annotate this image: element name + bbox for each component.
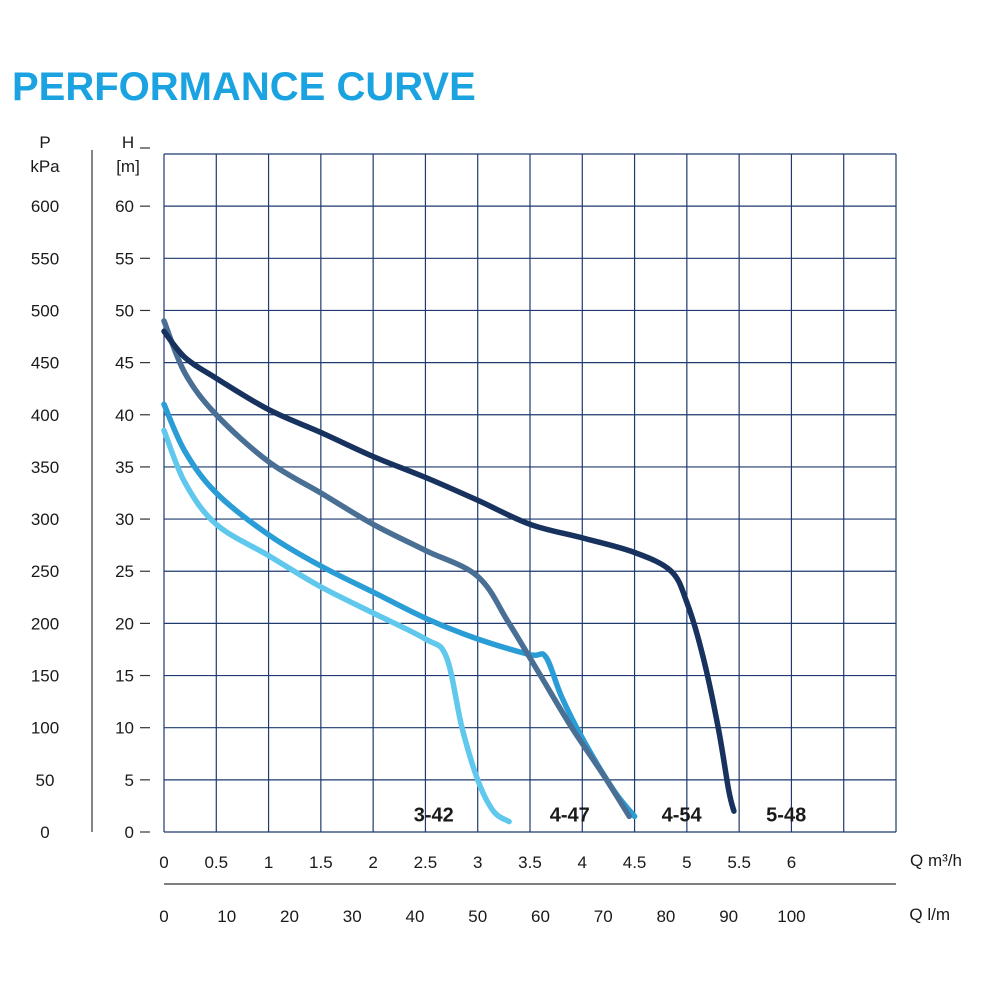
x2-tick-label: 100 (777, 907, 805, 926)
h-axis-unit: [m] (116, 157, 140, 176)
x-tick-label: 4 (578, 853, 587, 872)
x-axis-label: Q m³/h (910, 851, 962, 870)
p-tick-label: 450 (31, 354, 59, 373)
h-tick-label: 0 (125, 823, 134, 842)
x2-tick-label: 40 (406, 907, 425, 926)
x-tick-label: 0.5 (204, 853, 228, 872)
x-tick-label: 1 (264, 853, 273, 872)
x-tick-label: 0 (159, 853, 168, 872)
x-tick-label: 2.5 (414, 853, 438, 872)
x2-tick-label: 90 (719, 907, 738, 926)
h-tick-label: 40 (115, 406, 134, 425)
p-tick-label: 600 (31, 197, 59, 216)
x2-tick-label: 0 (159, 907, 168, 926)
x2-axis-label: Q l/m (909, 905, 950, 924)
h-tick-label: 50 (115, 301, 134, 320)
x2-tick-label: 70 (594, 907, 613, 926)
h-tick-label: 60 (115, 197, 134, 216)
p-tick-label: 350 (31, 458, 59, 477)
labels-group: 3-42 4-47 4-54 5-48 (414, 804, 806, 826)
series-group (161, 318, 737, 825)
p-tick-label: 150 (31, 667, 59, 686)
curve-label-4-47: 4-47 (550, 804, 590, 826)
h-tick-label: 55 (115, 249, 134, 268)
h-axis-label: H (122, 133, 134, 152)
p-axis-unit: kPa (30, 157, 60, 176)
x-tick-label: 3 (473, 853, 482, 872)
series-line-3-42 (161, 427, 512, 825)
h-tick-label: 25 (115, 562, 134, 581)
series-line-4-47 (161, 401, 638, 820)
x-tick-label: 5 (682, 853, 691, 872)
x-tick-label: 2 (368, 853, 377, 872)
curve-label-4-54: 4-54 (662, 804, 703, 826)
axes: 0510152025303540455055600501001502002503… (31, 147, 896, 926)
p-tick-label: 400 (31, 406, 59, 425)
x-tick-label: 1.5 (309, 853, 333, 872)
p-tick-label: 550 (31, 249, 59, 268)
p-tick-label: 100 (31, 719, 59, 738)
p-tick-label: 200 (31, 614, 59, 633)
h-tick-label: 30 (115, 510, 134, 529)
p-axis-label: P (39, 133, 50, 152)
x2-tick-label: 30 (343, 907, 362, 926)
chart-title: PERFORMANCE CURVE (12, 65, 476, 109)
p-tick-label: 250 (31, 562, 59, 581)
p-tick-label: 0 (40, 823, 49, 842)
p-tick-label: 500 (31, 301, 59, 320)
p-tick-label: 300 (31, 510, 59, 529)
series-line-4-54 (161, 318, 633, 820)
x-tick-label: 4.5 (623, 853, 647, 872)
h-tick-label: 10 (115, 719, 134, 738)
h-tick-label: 5 (125, 771, 134, 790)
h-tick-label: 15 (115, 667, 134, 686)
h-tick-label: 35 (115, 458, 134, 477)
x-tick-label: 6 (787, 853, 796, 872)
curve-label-3-42: 3-42 (414, 804, 454, 826)
p-tick-label: 50 (36, 771, 55, 790)
x-tick-label: 3.5 (518, 853, 542, 872)
x2-tick-label: 80 (656, 907, 675, 926)
x-tick-label: 5.5 (727, 853, 751, 872)
x2-tick-label: 10 (217, 907, 236, 926)
x2-tick-label: 50 (468, 907, 487, 926)
h-tick-label: 20 (115, 614, 134, 633)
x2-tick-label: 20 (280, 907, 299, 926)
x2-tick-label: 60 (531, 907, 550, 926)
grid (163, 153, 897, 833)
h-tick-label: 45 (115, 354, 134, 373)
curve-label-5-48: 5-48 (766, 804, 806, 826)
series-line-5-48 (161, 328, 737, 814)
